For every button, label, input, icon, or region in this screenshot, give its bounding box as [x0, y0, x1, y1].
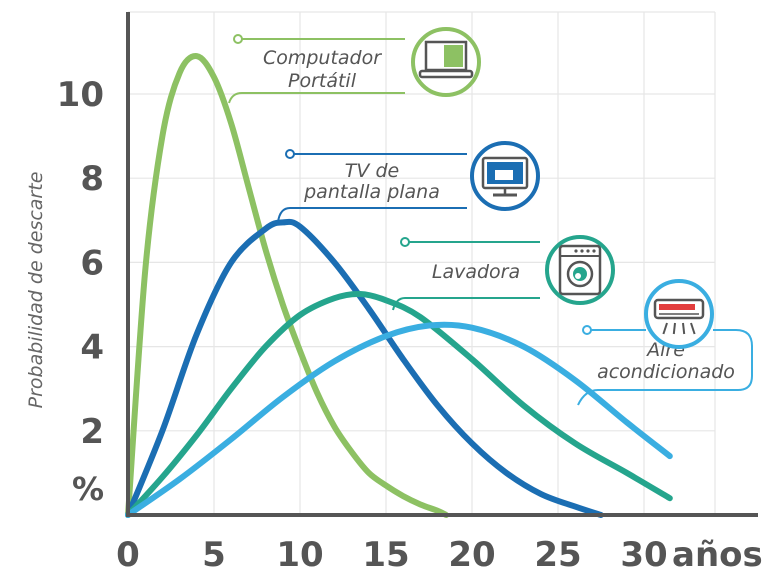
series-label: TV de: [345, 160, 399, 182]
series-label: pantalla plana: [303, 181, 440, 203]
x-tick-label: 20: [448, 535, 495, 575]
callout-leader-line: [577, 329, 753, 406]
y-tick-label: 10: [57, 75, 104, 115]
y-tick-label: 8: [80, 159, 104, 199]
callout-leader-line: [228, 92, 405, 104]
series-label: Portátil: [288, 70, 357, 92]
callout-leader-line: [392, 297, 540, 311]
x-axis-title: años: [672, 535, 763, 575]
callout-dot: [400, 237, 410, 247]
series-line-laptop: [125, 53, 450, 518]
x-tick-label: 10: [276, 535, 323, 575]
washing-machine-icon: [545, 235, 615, 305]
series-line-flat-tv: [125, 218, 604, 518]
y-axis-title: Probabilidad de descarte: [25, 172, 47, 409]
x-tick-labels: 0 5 10 15 20 25 30: [116, 535, 668, 575]
series-label: Lavadora: [432, 261, 520, 283]
y-tick-label: 6: [80, 243, 104, 283]
laptop-icon: [411, 27, 481, 97]
air-conditioner-icon: [644, 279, 714, 349]
tv-icon: [470, 141, 540, 211]
y-tick-label: 4: [80, 328, 104, 368]
series-label: Computador: [263, 47, 382, 69]
series-lines: [125, 53, 673, 518]
series-label: acondicionado: [597, 361, 735, 383]
x-tick-label: 0: [116, 535, 140, 575]
y-unit-label: %: [72, 470, 104, 508]
x-tick-label: 30: [620, 535, 667, 575]
callout-dot: [582, 325, 592, 335]
callout-dot: [285, 149, 295, 159]
y-tick-label: 2: [80, 412, 104, 452]
y-tick-labels: 2 4 6 8 10: [57, 75, 104, 452]
callout-leader-line: [277, 207, 467, 223]
series-line-washing-machine: [125, 290, 673, 518]
x-tick-label: 15: [362, 535, 409, 575]
callout-dot: [233, 34, 243, 44]
series-line-air-conditioner: [125, 321, 673, 518]
callout-washing-machine: Lavadora: [392, 235, 615, 311]
x-tick-label: 25: [534, 535, 581, 575]
x-tick-label: 5: [202, 535, 226, 575]
